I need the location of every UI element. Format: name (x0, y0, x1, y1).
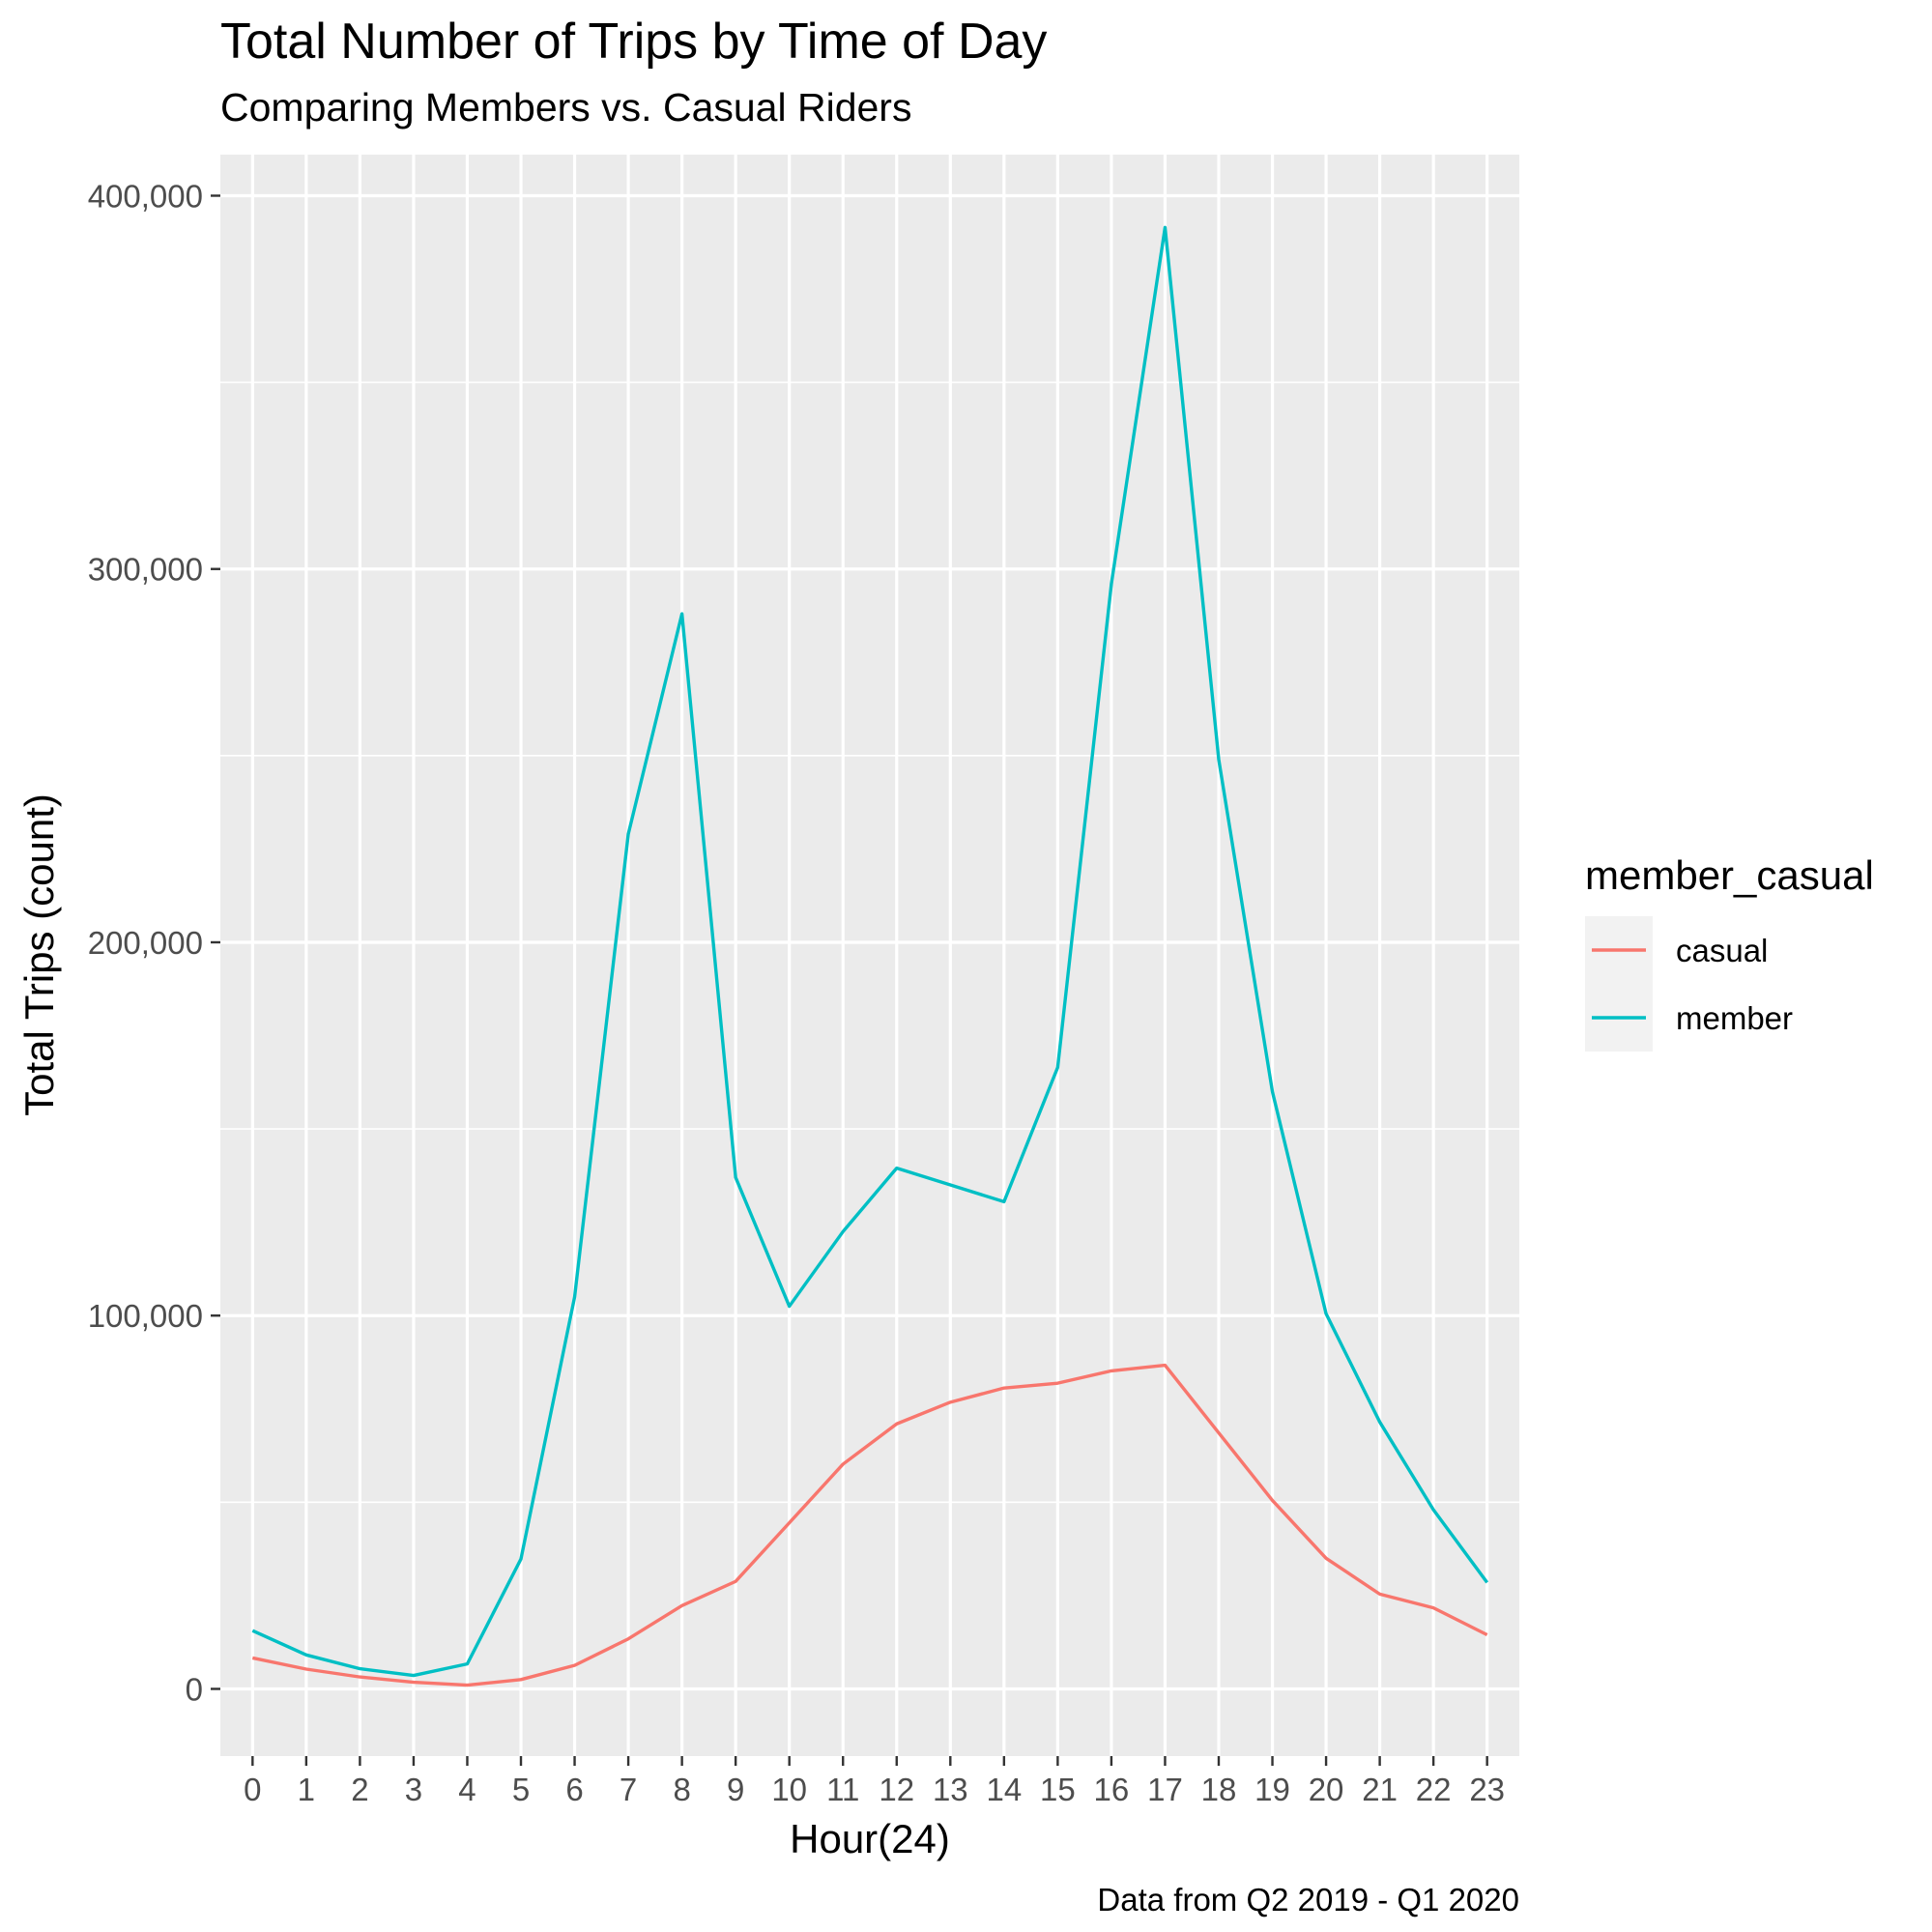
x-tick-label: 14 (986, 1772, 1022, 1807)
x-tick-label: 17 (1147, 1772, 1183, 1807)
x-tick-label: 21 (1362, 1772, 1398, 1807)
x-tick-label: 0 (244, 1772, 261, 1807)
plot-panel (220, 155, 1519, 1756)
x-tick-label: 4 (458, 1772, 476, 1807)
x-tick-label: 18 (1201, 1772, 1237, 1807)
y-tick-label: 400,000 (88, 178, 203, 214)
series-line-member (251, 225, 1489, 1678)
legend-title: member_casual (1585, 852, 1874, 898)
x-tick-label: 3 (405, 1772, 422, 1807)
x-tick-label: 13 (933, 1772, 968, 1807)
x-tick-label: 19 (1254, 1772, 1290, 1807)
legend: member_casual casual member (1585, 852, 1874, 1052)
x-tick-label: 9 (727, 1772, 744, 1807)
x-tick-label: 16 (1094, 1772, 1130, 1807)
x-tick-label: 1 (298, 1772, 315, 1807)
y-axis: 0 100,000 200,000 300,000 400,000 (88, 178, 220, 1707)
x-axis-title: Hour(24) (790, 1816, 950, 1861)
y-tick-label: 300,000 (88, 552, 203, 588)
y-tick-label: 0 (186, 1671, 203, 1707)
x-tick-label: 23 (1469, 1772, 1505, 1807)
chart-title: Total Number of Trips by Time of Day (220, 14, 1047, 70)
chart-caption: Data from Q2 2019 - Q1 2020 (1097, 1882, 1519, 1918)
x-tick-label: 22 (1416, 1772, 1452, 1807)
chart-subtitle: Comparing Members vs. Casual Riders (220, 85, 911, 130)
y-axis-title: Total Trips (count) (16, 793, 62, 1116)
legend-label-casual: casual (1676, 933, 1768, 968)
y-tick-label: 100,000 (88, 1298, 203, 1334)
series-line-casual (251, 1363, 1488, 1687)
x-axis: 0 1 2 3 4 5 6 7 8 9 10 11 12 13 14 15 16 17 18 19 20 21 22 23 (244, 1756, 1505, 1807)
series-lines (251, 225, 1489, 1687)
major-gridlines (220, 155, 1519, 1756)
x-tick-label: 2 (351, 1772, 368, 1807)
x-tick-label: 7 (620, 1772, 637, 1807)
x-tick-label: 6 (565, 1772, 583, 1807)
x-tick-label: 12 (879, 1772, 914, 1807)
y-tick-label: 200,000 (88, 925, 203, 961)
legend-items: casual member (1585, 916, 1793, 1052)
x-tick-label: 5 (512, 1772, 530, 1807)
x-tick-label: 10 (771, 1772, 807, 1807)
x-tick-label: 11 (826, 1772, 859, 1807)
x-tick-label: 15 (1040, 1772, 1076, 1807)
minor-gridlines (220, 381, 1519, 1504)
x-tick-label: 20 (1309, 1772, 1344, 1807)
x-tick-label: 8 (673, 1772, 690, 1807)
legend-label-member: member (1676, 1000, 1793, 1036)
